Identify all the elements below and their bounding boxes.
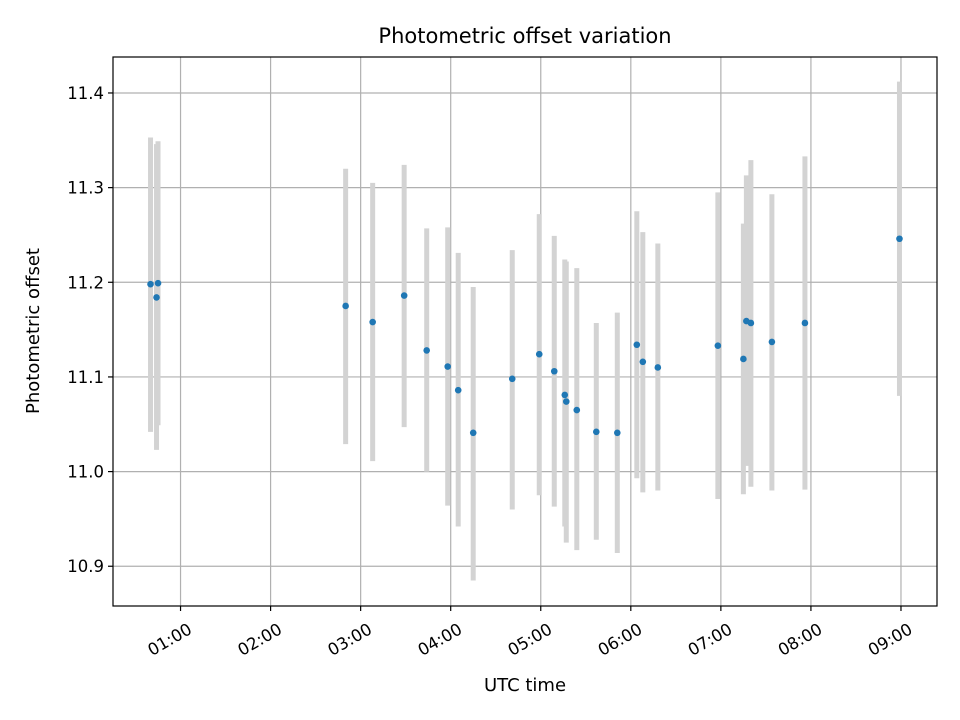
data-point: [369, 318, 376, 326]
grid-lines: [113, 57, 937, 606]
x-tick-label: 06:00: [595, 619, 646, 659]
x-tick-label: 03:00: [325, 619, 376, 659]
data-point: [573, 406, 581, 414]
data-point: [454, 386, 462, 394]
x-axis-label: UTC time: [484, 675, 566, 696]
data-point: [562, 398, 570, 405]
data-point: [535, 350, 543, 358]
y-tick-label: 11.1: [67, 368, 104, 387]
data-point: [714, 342, 722, 349]
error-bars: [148, 81, 902, 581]
y-axis-ticks: 10.9 11.0 11.1 11.2 11.3 11.4: [67, 84, 113, 576]
y-tick-label: 11.4: [67, 84, 104, 103]
y-tick-label: 11.3: [67, 179, 104, 198]
data-point: [614, 429, 621, 437]
x-tick-label: 07:00: [685, 619, 736, 659]
data-point: [154, 279, 162, 287]
data-point: [740, 355, 747, 363]
y-tick-label: 10.9: [67, 557, 104, 576]
data-point: [550, 367, 558, 375]
data-point: [147, 280, 154, 288]
plot-frame: [112, 56, 938, 607]
data-point: [801, 319, 809, 327]
data-point: [654, 364, 662, 371]
chart-title: Photometric offset variation: [378, 24, 671, 48]
data-point: [508, 375, 516, 383]
data-point: [342, 302, 349, 310]
data-point: [633, 341, 641, 349]
data-points: [147, 235, 903, 437]
x-tick-label: 01:00: [144, 619, 195, 659]
data-point: [747, 319, 755, 327]
data-point: [561, 391, 569, 399]
x-axis-ticks: 01:00 02:00 03:00 04:00 05:00 06:00 07:00 08:00…: [144, 606, 916, 660]
y-tick-label: 11.0: [67, 463, 104, 482]
y-tick-label: 11.2: [67, 273, 104, 292]
data-point: [444, 363, 452, 370]
data-point: [153, 294, 160, 301]
data-point: [592, 428, 600, 436]
data-point: [469, 429, 477, 437]
y-axis-label: Photometric offset: [23, 248, 44, 414]
data-point: [639, 358, 647, 366]
x-tick-label: 08:00: [775, 619, 826, 659]
data-point: [896, 235, 903, 243]
x-tick-label: 02:00: [235, 619, 286, 659]
data-point: [768, 338, 776, 346]
x-tick-label: 09:00: [865, 619, 916, 659]
data-point: [400, 292, 408, 299]
x-tick-label: 05:00: [505, 619, 556, 659]
x-tick-label: 04:00: [415, 619, 466, 659]
data-point: [423, 347, 430, 354]
